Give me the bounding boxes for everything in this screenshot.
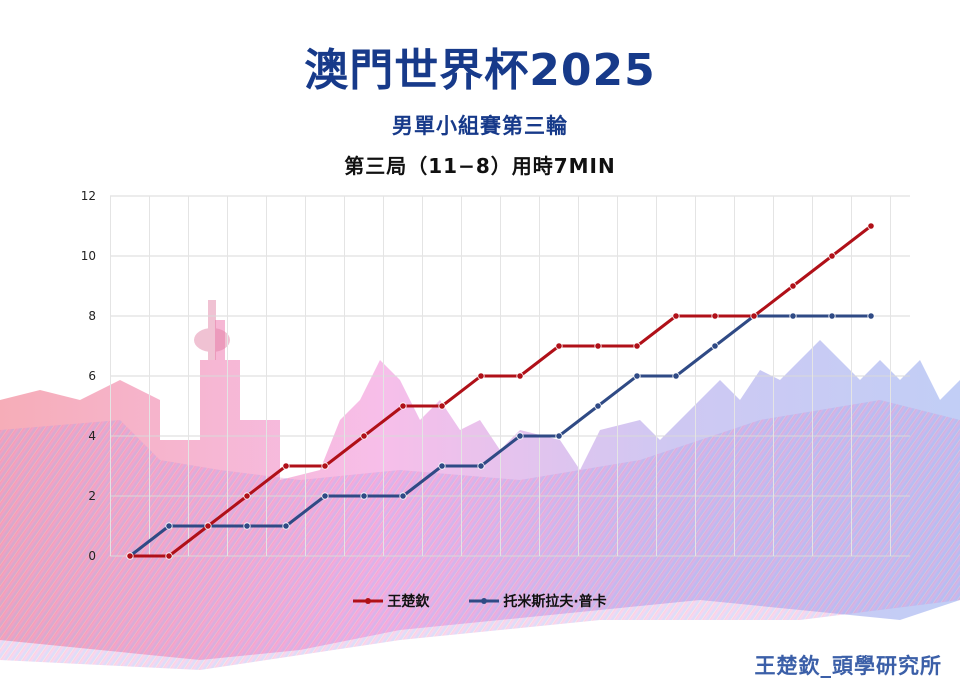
series-1-point (360, 432, 368, 440)
series-1-point (633, 342, 641, 350)
watermark-text: 王楚欽_頭學研究所 (754, 654, 942, 678)
y-tick-label: 6 (88, 369, 96, 383)
series-1-point (594, 342, 602, 350)
legend-item-series-1: 王楚欽 (353, 591, 429, 611)
legend-swatch-series-1 (353, 598, 384, 604)
series-1-point (282, 462, 290, 470)
series-2-point (360, 492, 368, 500)
series-1-point (867, 222, 875, 230)
series-1-point (438, 402, 446, 410)
series-1-point (828, 252, 836, 260)
legend-swatch-series-2 (469, 598, 500, 604)
y-tick-label: 4 (88, 429, 96, 443)
series-1-point (555, 342, 563, 350)
chart-legend: 王楚欽 托米斯拉夫·普卡 (0, 591, 960, 611)
series-1-point (477, 372, 485, 380)
series-2-point (555, 432, 563, 440)
series-1-point (750, 312, 758, 320)
series-2-point (711, 342, 719, 350)
game-info: 第三局（11−8）用時7MIN (344, 154, 616, 178)
series-1-point (204, 522, 212, 530)
series-1-point (516, 372, 524, 380)
page-title: 澳門世界杯2025 (304, 45, 656, 96)
series-2-point (516, 432, 524, 440)
series-1-point (789, 282, 797, 290)
series-line-2 (129, 314, 871, 558)
y-tick-label: 10 (81, 249, 96, 263)
series-2-point (243, 522, 251, 530)
series-2-point (282, 522, 290, 530)
series-2-point (477, 462, 485, 470)
y-tick-label: 2 (88, 489, 96, 503)
series-1-point (165, 552, 173, 560)
y-axis-ticks: 0 2 4 6 8 10 12 (81, 189, 96, 563)
chart-series (126, 222, 875, 560)
series-1-point (243, 492, 251, 500)
series-2-point (438, 462, 446, 470)
series-2-point (867, 312, 875, 320)
legend-label-series-1: 王楚欽 (387, 594, 430, 610)
page-subtitle: 男單小組賽第三輪 (392, 114, 568, 138)
series-2-point (399, 492, 407, 500)
series-2-point (828, 312, 836, 320)
legend-item-series-2: 托米斯拉夫·普卡 (469, 591, 607, 611)
series-1-point (321, 462, 329, 470)
series-2-point (321, 492, 329, 500)
series-2-point (672, 372, 680, 380)
series-2-point (594, 402, 602, 410)
series-1-point (711, 312, 719, 320)
series-1-point (399, 402, 407, 410)
series-1-point (126, 552, 134, 560)
series-2-point (633, 372, 641, 380)
legend-label-series-2: 托米斯拉夫·普卡 (503, 594, 607, 610)
series-line-1 (130, 224, 872, 558)
series-2-point (789, 312, 797, 320)
y-tick-label: 0 (88, 549, 96, 563)
series-1-point (672, 312, 680, 320)
series-2-point (165, 522, 173, 530)
y-tick-label: 8 (88, 309, 96, 323)
y-tick-label: 12 (81, 189, 96, 203)
